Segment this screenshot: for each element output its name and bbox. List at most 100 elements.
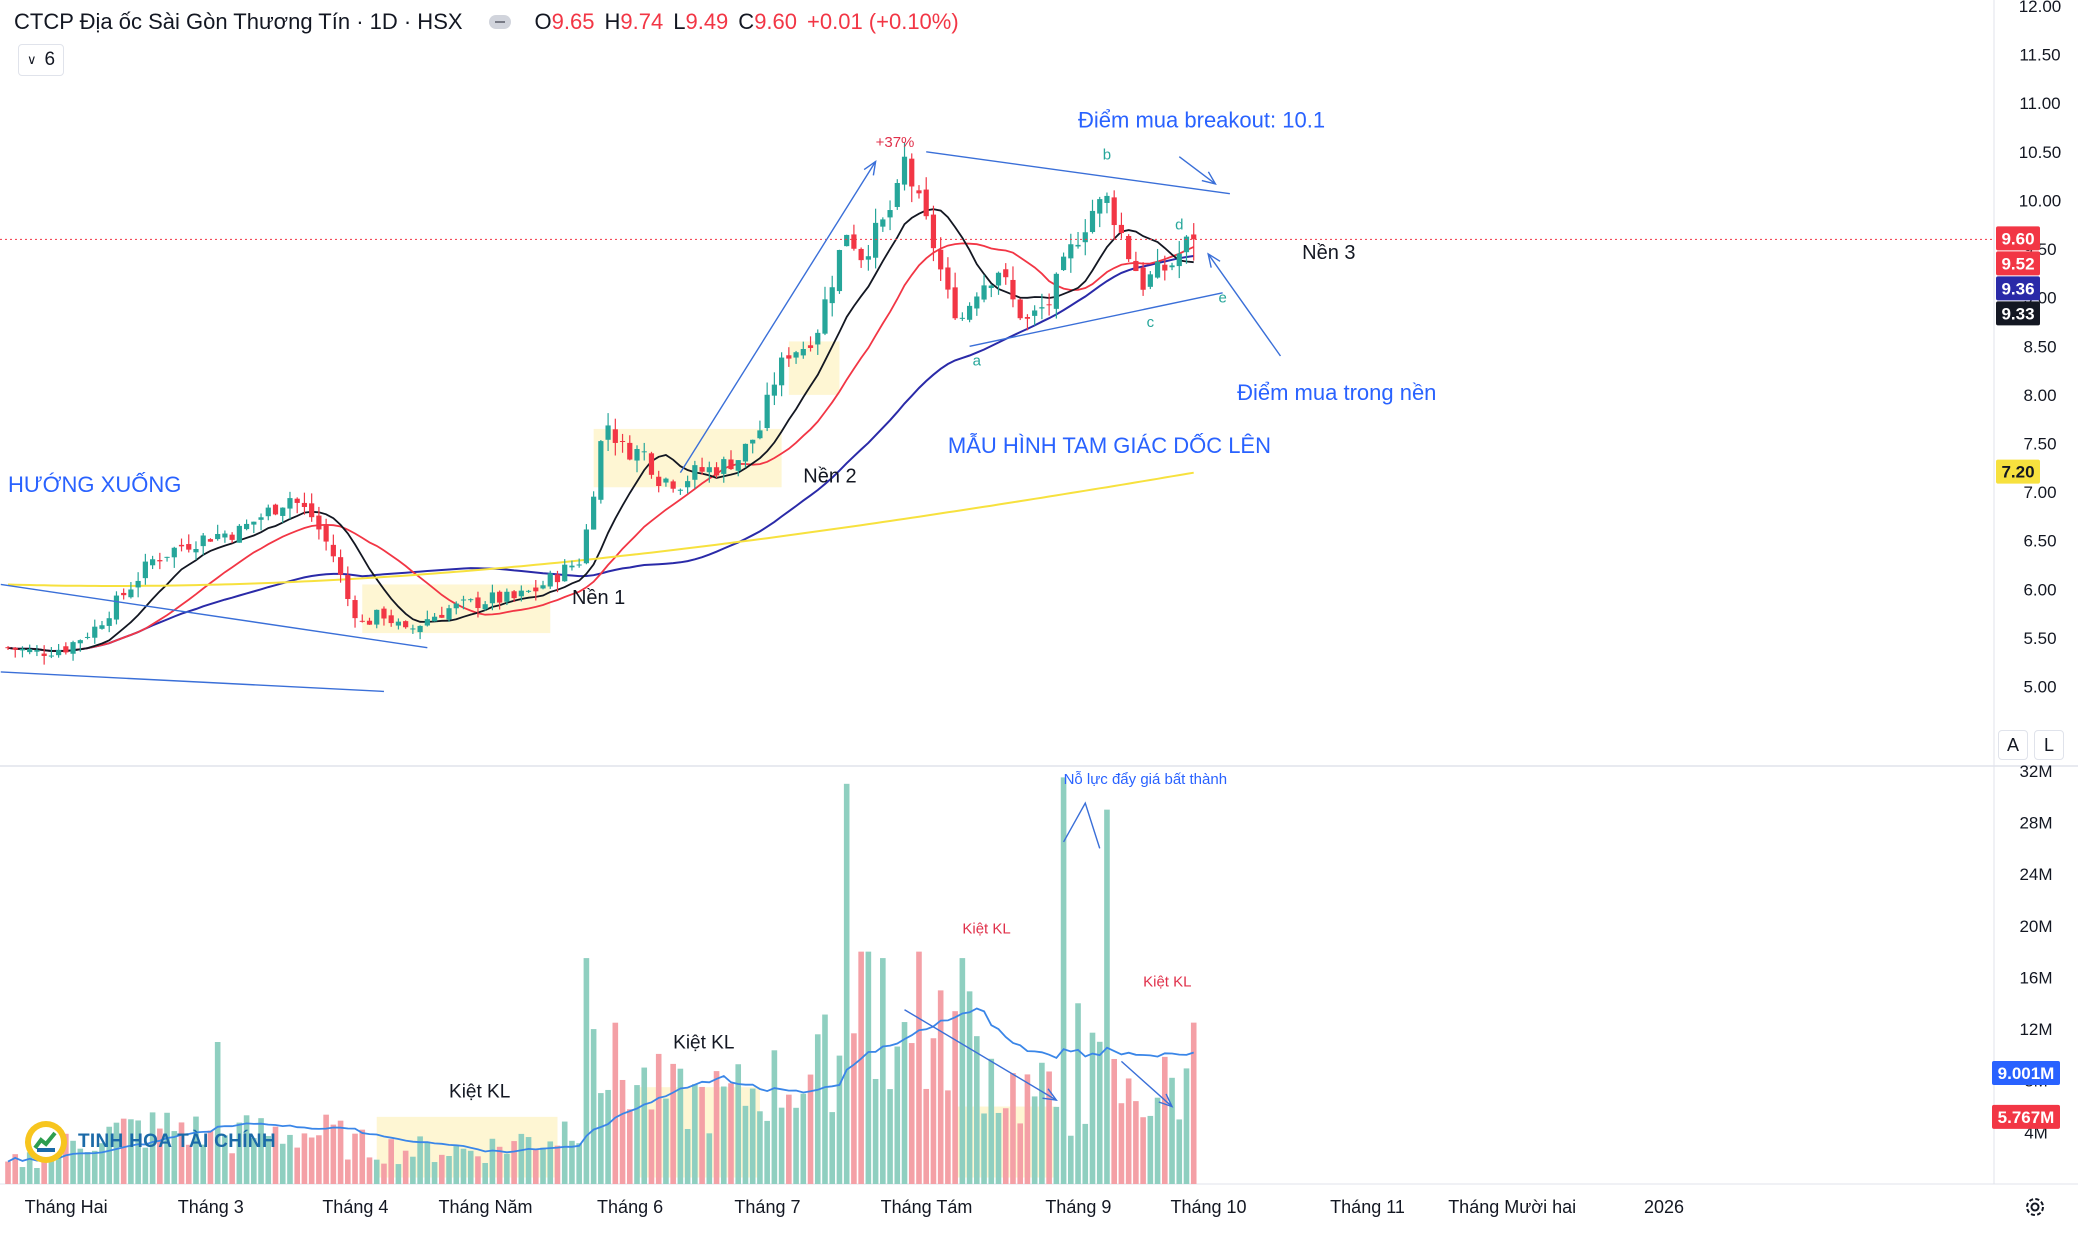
volume-bar [1002,1108,1009,1184]
volume-bar [258,1118,264,1184]
price-tick-label: 8.50 [2023,337,2056,356]
candle-body [750,439,756,444]
price-tick-label: 7.00 [2023,483,2056,502]
candle-body [236,525,242,543]
volume-bar [1089,1032,1096,1184]
volume-bar [1096,1041,1103,1184]
volume-bar [655,1053,662,1184]
candle-body [721,459,727,474]
low-value: 9.49 [685,9,729,34]
volume-bar [800,1093,807,1184]
trendline [926,151,1230,195]
trendline [0,583,428,649]
volume-bar [540,1147,546,1184]
volume-bar [757,1111,763,1184]
auto-scale-button[interactable]: A [1998,730,2028,760]
indicators-toggle[interactable]: ∨ 6 [18,44,65,76]
volume-bar [742,1105,749,1184]
candle-body [605,425,611,440]
volume-bar [764,1120,770,1184]
volume-bar [583,958,590,1184]
candle-body [764,394,770,429]
volume-bar [149,1112,156,1184]
candle-body [207,539,214,542]
candle-body [648,453,655,475]
price-badge [1996,459,2040,484]
candle-body [157,560,163,562]
volume-bar [236,1122,243,1184]
candle-body [222,533,228,538]
candle-body [800,349,806,356]
candle-body [576,564,582,566]
candle-body [1003,269,1009,278]
volume-bar [171,1131,178,1184]
candle-body [215,533,221,540]
volume-bar [496,1146,503,1184]
volume-bar [735,1064,742,1184]
volume-bar [1104,809,1110,1184]
price-badge-label: 9.36 [2001,279,2034,298]
volume-bar [207,1130,214,1184]
candle-body [345,575,351,600]
candle-body [316,515,322,530]
volume-bar [1075,1003,1081,1184]
candle-body [258,517,264,520]
volume-tick-label: 12M [2019,1020,2052,1039]
volume-bar [634,1085,640,1184]
volume-bar [12,1154,19,1184]
candle-body [388,615,394,624]
volume-bar [1082,1123,1089,1184]
price-tick-label: 10.00 [2019,191,2062,210]
volume-bar [771,1050,778,1184]
close-label: C [738,9,755,34]
volume-bar [453,1146,460,1184]
candle-body [113,595,120,620]
volume-bar [200,1144,207,1184]
close-value: 9.60 [754,9,798,34]
candle-body [1053,273,1059,309]
candle-body [685,481,691,488]
settings-gear-icon[interactable] [2022,1194,2048,1220]
candle-body [128,589,134,598]
price-tick-label: 6.00 [2023,580,2056,599]
trendline-arrowhead [1207,252,1221,268]
volume-bar [887,1089,893,1184]
candle-body [468,599,474,601]
volume-tick-label: 28M [2019,814,2052,833]
volume-bar [1176,1119,1183,1184]
volume-bar [786,1094,792,1184]
symbol-title[interactable]: CTCP Địa ốc Sài Gòn Thương Tín · 1D · HS… [14,9,463,34]
candle-body [988,285,994,289]
ma-yellow-line [7,471,1194,587]
candle-body [19,648,26,651]
candle-body [366,620,373,625]
candle-body [106,618,112,626]
candle-body [1111,197,1117,226]
candle-body [1183,236,1190,253]
price-tick-label: 11.00 [2019,94,2060,113]
visibility-toggle-icon[interactable] [488,15,511,29]
volume-bar [395,1164,402,1184]
candle-body [178,544,185,547]
candle-body [873,222,879,258]
price-tick-label: 8.00 [2023,386,2056,405]
candle-body [525,590,532,592]
volume-bar [381,1163,387,1184]
volume-bar [525,1137,532,1184]
candle-body [265,507,271,517]
volume-bar [157,1128,163,1184]
chart-annotation: a [973,353,982,370]
price-tick-label: 6.50 [2023,532,2056,551]
log-scale-button[interactable]: L [2034,730,2064,760]
low-label: L [673,9,686,34]
candle-body [374,609,380,625]
change-value: +0.01 (+0.10%) [807,9,959,34]
chart-annotation: Nền 1 [572,587,625,609]
price-badge [1996,251,2040,276]
volume-tick-label: 24M [2019,865,2052,884]
chart-annotation: Điểm mua breakout: 10.1 [1078,108,1325,133]
trendline [969,292,1223,347]
candle-body [489,592,496,604]
candle-body [121,592,127,596]
